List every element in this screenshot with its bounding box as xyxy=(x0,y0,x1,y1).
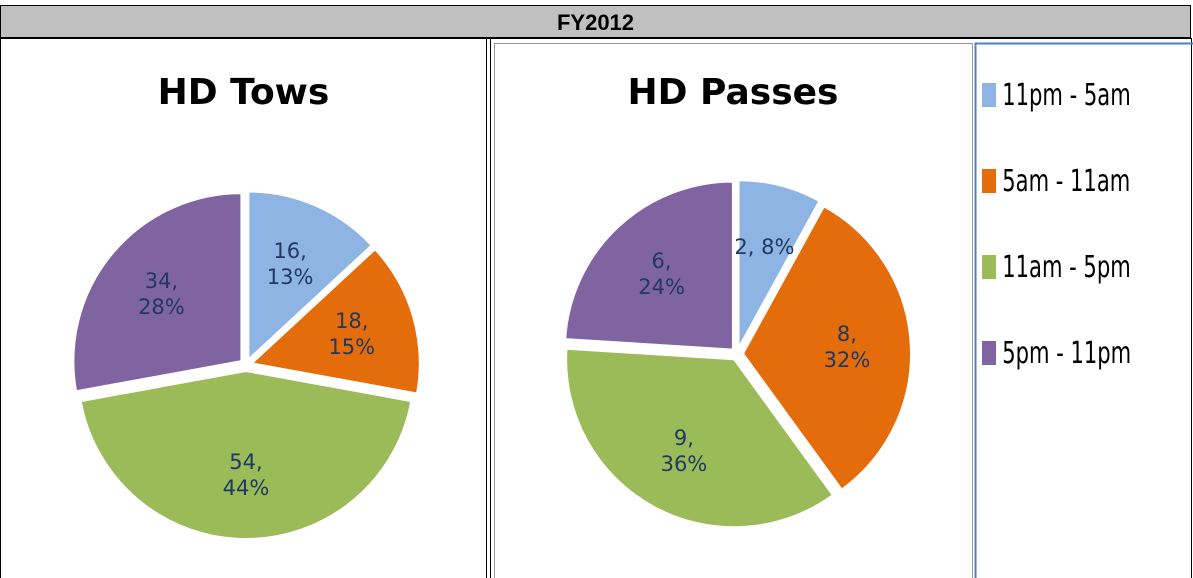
pie-slice xyxy=(249,247,421,395)
chart-title: HD Tows xyxy=(157,72,330,113)
legend-swatch xyxy=(982,255,997,279)
pie-slice xyxy=(247,190,374,362)
legend-entry: 5am - 11am xyxy=(982,164,1130,199)
legend-label: 5pm - 11pm xyxy=(1002,336,1132,371)
table-border xyxy=(0,38,1192,578)
pie-slice xyxy=(564,180,734,351)
data-label: 54, 44% xyxy=(222,450,270,501)
data-label: 16, 13% xyxy=(266,239,314,290)
legend-label: 5am - 11am xyxy=(1002,164,1131,199)
pie-slice xyxy=(72,192,243,393)
legend-swatch xyxy=(982,341,997,365)
data-label: 8, 32% xyxy=(823,322,871,373)
legend-entry: 11pm - 5am xyxy=(982,78,1131,113)
data-label: 6, 24% xyxy=(638,248,685,299)
pie-slice xyxy=(565,347,835,529)
data-label: 9, 36% xyxy=(660,425,708,476)
legend-swatch xyxy=(982,169,997,193)
legend-entry: 5pm - 11pm xyxy=(982,336,1131,371)
legend-swatch xyxy=(982,83,997,107)
legend-label: 11am - 5pm xyxy=(1002,250,1131,285)
legend-entry: 11am - 5pm xyxy=(982,250,1131,285)
data-label: 18, 15% xyxy=(328,309,376,360)
pie-slice xyxy=(737,179,821,349)
data-label: 34, 28% xyxy=(138,269,185,320)
chart-border xyxy=(494,43,973,578)
chart-title: HD Passes xyxy=(627,72,839,113)
header: FY2012 xyxy=(0,5,1191,38)
data-label: 2, 8% xyxy=(734,235,795,260)
legend-border xyxy=(974,42,1193,578)
pie-slice xyxy=(741,205,912,491)
legend-label: 11pm - 5am xyxy=(1002,78,1131,113)
pie-slice xyxy=(79,369,413,540)
